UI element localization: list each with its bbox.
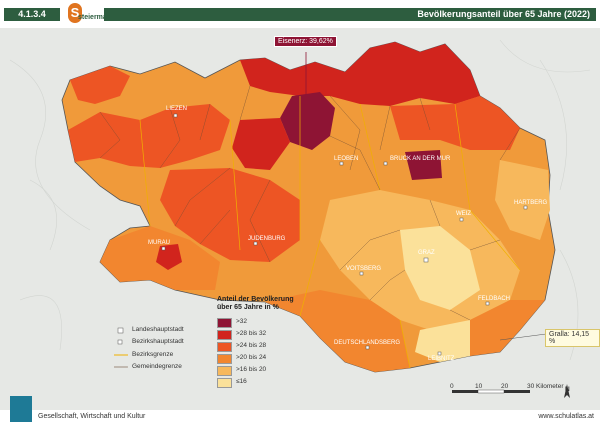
- logo-text: steiermark: [78, 14, 114, 21]
- steiermark-logo: S steiermark: [64, 2, 113, 26]
- scale-tick-20: 20: [501, 383, 509, 390]
- region-center-red: [232, 118, 290, 170]
- label-deutschlandsberg: DEUTSCHLANDSBERG: [334, 340, 400, 346]
- legend-title-line1: Anteil der Bevölkerung: [217, 296, 294, 303]
- district-capital-symbol: [117, 339, 123, 345]
- footer-url[interactable]: www.schulatlas.at: [538, 413, 594, 420]
- region-southeast: [470, 300, 545, 356]
- region-south-low: [415, 320, 470, 362]
- north-arrow-icon: [564, 384, 570, 398]
- legend-class-label: >24 bis 28: [236, 342, 267, 349]
- region-murau-red: [156, 244, 182, 270]
- region-bruck: [405, 150, 442, 180]
- region-east-orange: [390, 96, 520, 150]
- scale-tick-10: 10: [475, 383, 483, 390]
- legend-class-label: >16 bis 20: [236, 366, 267, 373]
- region-mid-orange: [160, 168, 300, 262]
- scale-tick-0: 0: [450, 383, 454, 390]
- region-northwest-high: [70, 66, 130, 104]
- legend-title: Anteil der Bevölkerung über 65 Jahre in …: [217, 296, 294, 312]
- callout-max: Eisenerz: 39,62%: [274, 36, 337, 47]
- legend-class-label: >32: [236, 318, 248, 325]
- city-markers: [161, 113, 528, 356]
- legend-class-label: ≤16: [236, 378, 247, 385]
- schulatlas-logo-icon: [10, 396, 32, 422]
- region-graz-low: [400, 226, 480, 310]
- label-murau: MURAU: [148, 240, 170, 246]
- region-eisenerz: [280, 92, 335, 150]
- callout-min-leader: [499, 333, 547, 341]
- legend-swatch: [217, 318, 232, 328]
- north-label: N: [565, 386, 570, 393]
- legend-district-capital: Bezirkshauptstadt: [132, 338, 184, 345]
- city-labels: LIEZEN LEOBEN BRUCK AN DER MUR MURAU JUD…: [148, 106, 548, 362]
- label-bruck: BRUCK AN DER MUR: [390, 156, 451, 162]
- label-voitsberg: VOITSBERG: [346, 266, 381, 272]
- label-weiz: WEIZ: [456, 211, 471, 217]
- header-bar: 4.1.3.4 S steiermark Bevölkerungsanteil …: [0, 0, 600, 28]
- map-title: Bevölkerungsanteil über 65 Jahre (2022): [104, 8, 596, 21]
- legend-swatch: [217, 366, 232, 376]
- map-number-badge: 4.1.3.4: [4, 8, 60, 21]
- footer-category: Gesellschaft, Wirtschaft und Kultur: [38, 413, 146, 420]
- legend-swatch: [217, 330, 232, 340]
- legend-swatch: [217, 342, 232, 352]
- label-leibnitz: LEIBNITZ: [428, 356, 455, 362]
- legend-swatch: [217, 354, 232, 364]
- legend-swatch: [217, 378, 232, 388]
- callout-min: Gralla: 14,15 %: [545, 329, 600, 347]
- capital-symbol: [117, 327, 124, 334]
- region-east-mid: [495, 160, 550, 240]
- footer-bar: Gesellschaft, Wirtschaft und Kultur www.…: [0, 396, 600, 424]
- legend-symbols: [114, 327, 128, 368]
- label-liezen: LIEZEN: [166, 106, 187, 112]
- label-hartberg: HARTBERG: [514, 200, 548, 206]
- terrain-relief: [9, 39, 591, 361]
- logo-mark-icon: S: [68, 3, 82, 23]
- municipality-borders: [99, 85, 521, 321]
- legend-class-label: >20 bis 24: [236, 354, 267, 361]
- legend-capital: Landeshauptstadt: [132, 326, 184, 333]
- legend-district-border: Bezirksgrenze: [132, 351, 174, 358]
- region-west-orange: [68, 104, 230, 168]
- scale-bar: [452, 389, 530, 394]
- scale-tick-30: 30 Kilometer: [527, 383, 564, 390]
- legend-municipality-border: Gemeindegrenze: [132, 363, 182, 370]
- legend-title-line2: über 65 Jahre in %: [217, 304, 279, 311]
- label-graz: GRAZ: [418, 250, 435, 256]
- label-judenburg: JUDENBURG: [248, 236, 286, 242]
- district-borders: [139, 96, 521, 369]
- legend-class-label: >28 bis 32: [236, 330, 267, 337]
- region-north-high: [240, 42, 480, 106]
- label-feldbach: FELDBACH: [478, 296, 510, 302]
- choropleth-map: LIEZEN LEOBEN BRUCK AN DER MUR MURAU JUD…: [0, 28, 600, 410]
- label-leoben: LEOBEN: [334, 156, 358, 162]
